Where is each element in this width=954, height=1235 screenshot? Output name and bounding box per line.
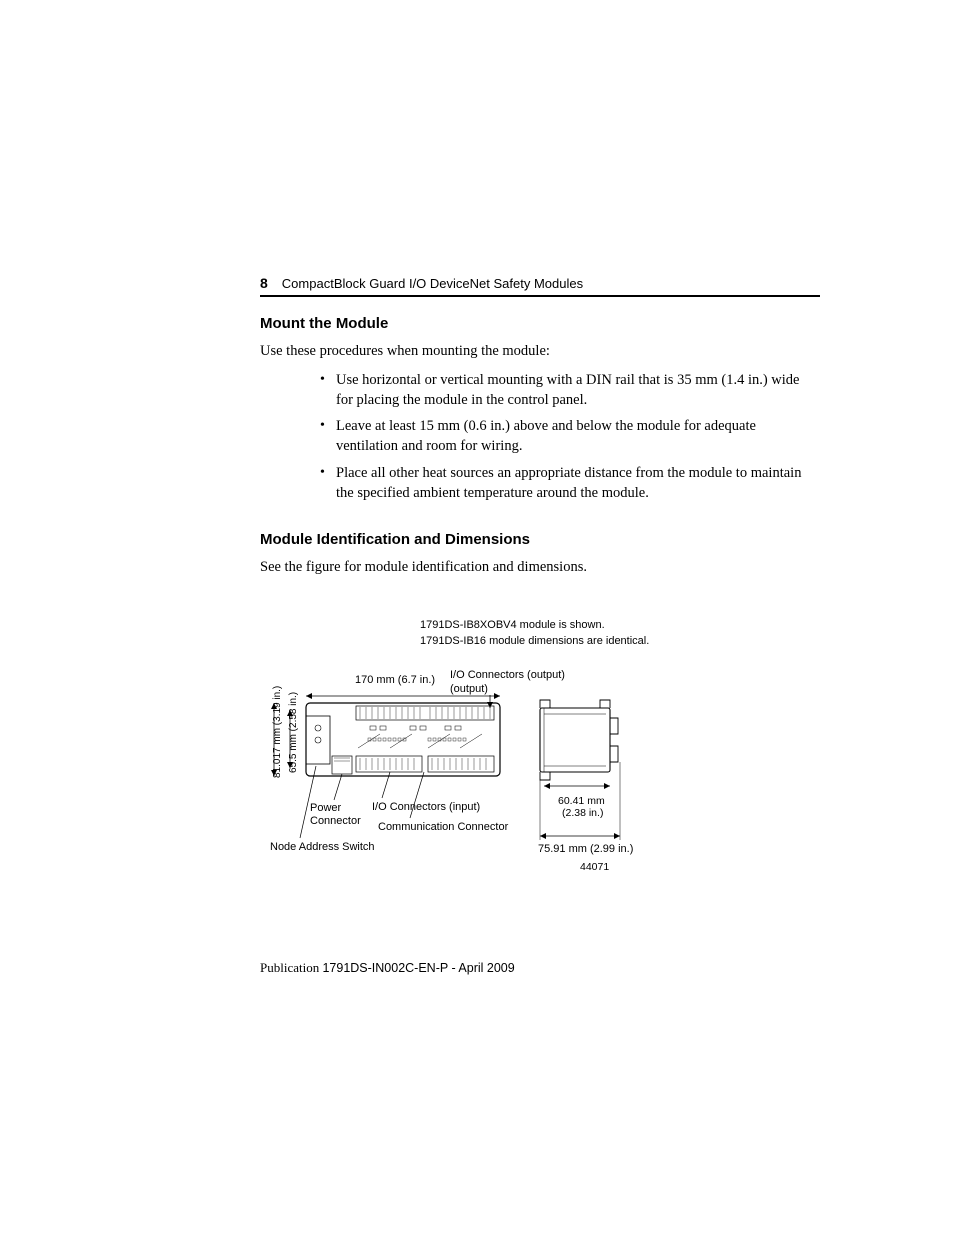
intro-mount-module: Use these procedures when mounting the m… [260, 342, 820, 362]
side-depth-outer: 75.91 mm (2.99 in.) [538, 843, 633, 855]
power-connector-label-l1: Power [310, 802, 342, 814]
comm-connector-label: Communication Connector [378, 821, 509, 833]
dimensions-figure: 1791DS-IB8XOBV4 module is shown. 1791DS-… [260, 608, 820, 888]
side-depth-inner-l1: 60.41 mm [558, 795, 605, 807]
intro-module-id: See the figure for module identification… [260, 558, 820, 578]
list-item: Place all other heat sources an appropri… [320, 463, 820, 504]
figure-ref-number: 44071 [580, 861, 609, 873]
power-connector-label-l2: Connector [310, 815, 361, 827]
io-input-label: I/O Connectors (input) [372, 801, 480, 813]
io-output-label: I/O Connectors (output) [450, 669, 565, 681]
io-output-label-2: (output) [450, 683, 488, 695]
page-number: 8 [260, 275, 268, 291]
figure-note-2: 1791DS-IB16 module dimensions are identi… [420, 635, 649, 647]
figure-note-1: 1791DS-IB8XOBV4 module is shown. [420, 619, 605, 631]
heading-module-id: Module Identification and Dimensions [260, 531, 820, 548]
page-content: 8 CompactBlock Guard I/O DeviceNet Safet… [260, 275, 820, 888]
side-depth-inner-l2: (2.38 in.) [562, 807, 603, 819]
figure-svg: 1791DS-IB8XOBV4 module is shown. 1791DS-… [260, 608, 820, 888]
list-item: Leave at least 15 mm (0.6 in.) above and… [320, 416, 820, 457]
dim-width: 170 mm (6.7 in.) [355, 674, 435, 686]
publication-code: 1791DS-IN002C-EN-P - April 2009 [322, 961, 514, 975]
node-address-label: Node Address Switch [270, 841, 375, 853]
running-title: CompactBlock Guard I/O DeviceNet Safety … [282, 276, 583, 291]
heading-mount-module: Mount the Module [260, 315, 820, 332]
page-header: 8 CompactBlock Guard I/O DeviceNet Safet… [260, 275, 820, 297]
bullet-list-mount: Use horizontal or vertical mounting with… [320, 370, 820, 504]
page-footer: Publication 1791DS-IN002C-EN-P - April 2… [260, 960, 515, 976]
module-side-view [540, 700, 618, 780]
publication-label: Publication [260, 960, 319, 975]
module-front-view [306, 703, 500, 776]
list-item: Use horizontal or vertical mounting with… [320, 370, 820, 411]
